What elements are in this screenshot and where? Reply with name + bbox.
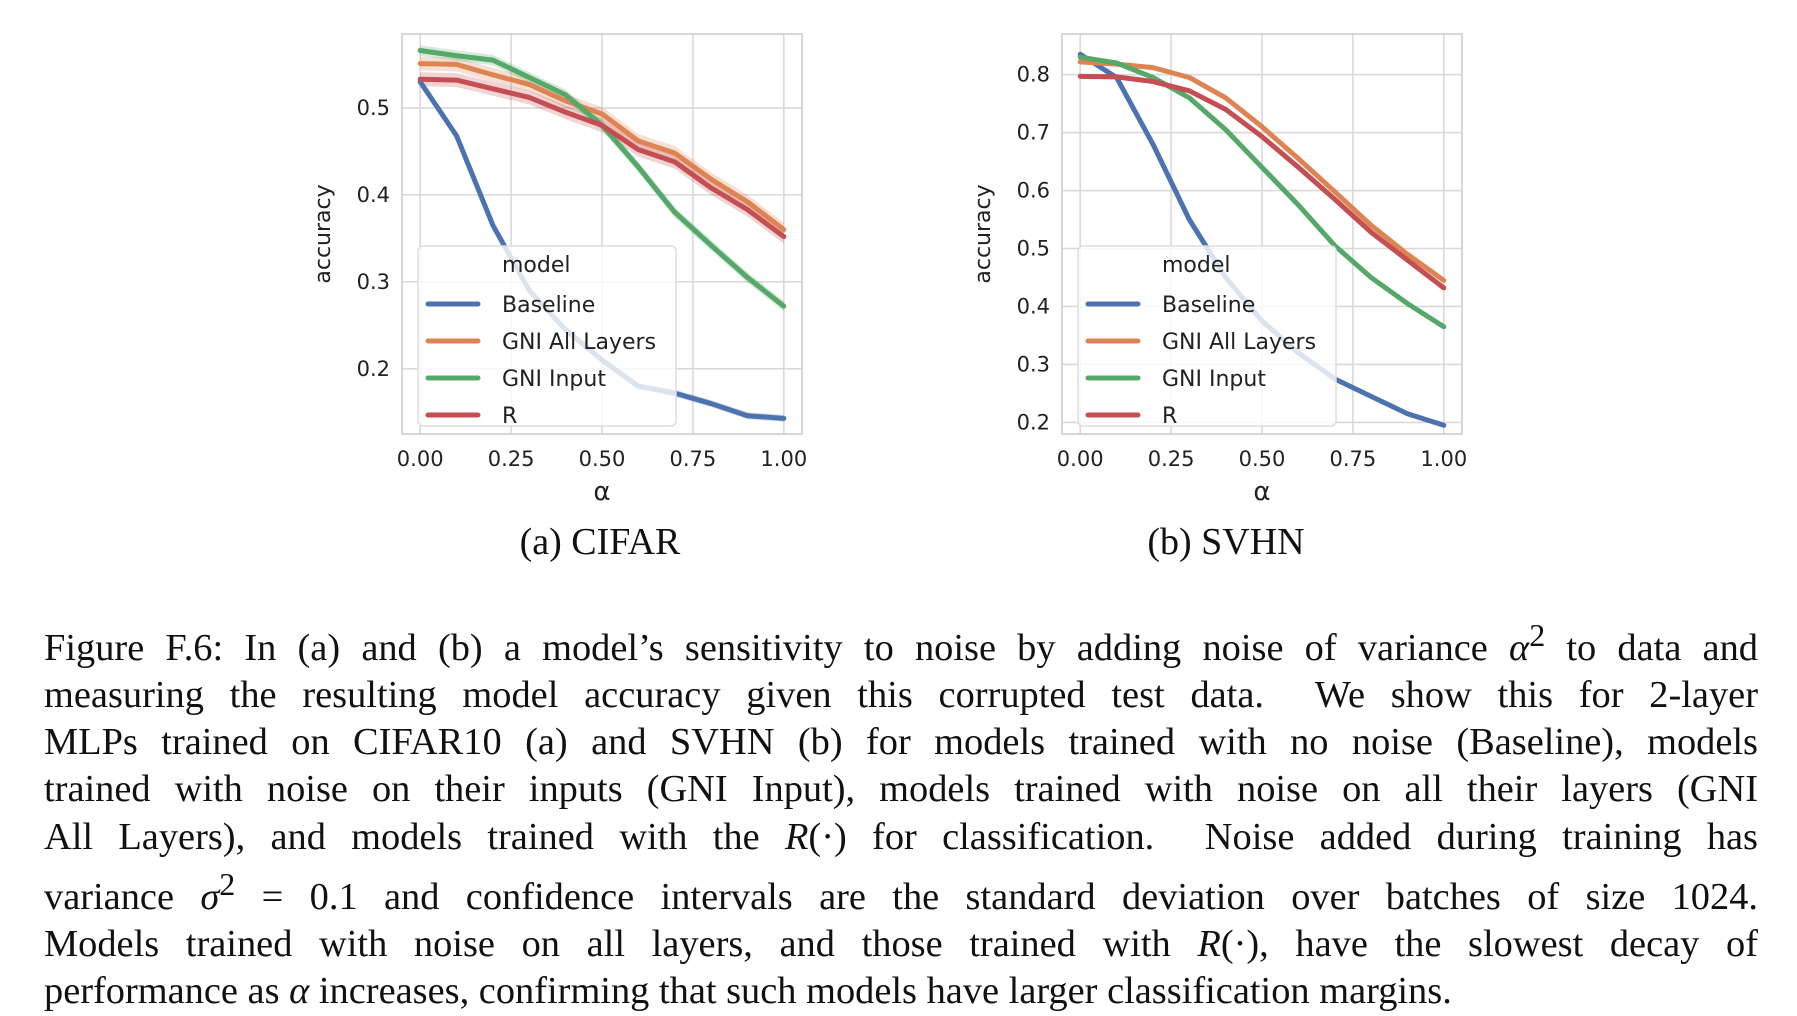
- caption-math-alpha: α: [1509, 626, 1530, 669]
- caption-text: Figure F.6: In (a) and (b) a model’s sen…: [44, 626, 1510, 669]
- legend-label: GNI All Layers: [1162, 330, 1316, 355]
- plot-frame: [401, 33, 803, 435]
- x-tick-label: 0.50: [1239, 447, 1286, 471]
- subcaption-cifar: (a) CIFAR: [519, 521, 681, 563]
- caption-math-r: R: [784, 815, 809, 858]
- y-tick-label: 0.8: [1017, 63, 1050, 87]
- chart-panel-svhn: 0.00 0.25 0.50 0.75 1.00 0.2 0.3 0.4 0.5 0.6 0.7 0.…: [950, 0, 1510, 560]
- caption-line: trained with noise on their inputs (GNI …: [44, 766, 1758, 813]
- y-tick-label: 0.7: [1017, 121, 1050, 145]
- caption-line: Figure F.6: In (a) and (b) a model’s sen…: [44, 612, 1758, 672]
- x-tick-label: 0.00: [397, 447, 444, 471]
- caption-line: measuring the resulting model accuracy g…: [44, 672, 1758, 719]
- caption-text: Models trained with noise on all layers,…: [44, 922, 1198, 965]
- x-tick-label: 0.00: [1057, 447, 1104, 471]
- y-tick-label: 0.2: [357, 357, 390, 381]
- series-line: [1077, 59, 1447, 283]
- legend-label: Baseline: [1162, 293, 1255, 318]
- legend-label: GNI Input: [1162, 367, 1266, 392]
- legend-title: model: [502, 253, 571, 278]
- y-tick-label: 0.5: [357, 96, 390, 120]
- x-axis-label: α: [1253, 477, 1270, 507]
- caption-text: variance: [44, 875, 201, 918]
- caption-superscript: 2: [219, 865, 236, 902]
- x-tick-label: 0.50: [579, 447, 626, 471]
- caption-line: MLPs trained on CIFAR10 (a) and SVHN (b)…: [44, 719, 1758, 766]
- x-tick-label: 0.75: [1330, 447, 1377, 471]
- series-line: [417, 61, 787, 233]
- caption-text: All Layers), and models trained with the: [44, 815, 785, 858]
- legend-box: [1077, 245, 1337, 427]
- caption-text: (·) for classification. Noise added duri…: [808, 815, 1758, 858]
- y-tick-label: 0.4: [357, 183, 390, 207]
- caption-line: performance as α increases, confirming t…: [44, 968, 1758, 1015]
- series-line: [1077, 54, 1447, 330]
- y-tick-label: 0.4: [1017, 294, 1050, 318]
- caption-math-alpha: α: [289, 970, 310, 1013]
- legend-label: R: [1162, 404, 1177, 429]
- caption-text: = 0.1 and confidence intervals are the s…: [235, 875, 1758, 918]
- y-tick-label: 0.6: [1017, 179, 1050, 203]
- y-tick-label: 0.5: [1017, 236, 1050, 260]
- figure-caption: Figure F.6: In (a) and (b) a model’s sen…: [44, 612, 1758, 1015]
- legend-label: GNI All Layers: [502, 330, 656, 355]
- x-tick-label: 0.25: [488, 447, 535, 471]
- legend-box: [417, 245, 677, 427]
- plot-frame: [1061, 33, 1463, 435]
- x-tick-label: 1.00: [1420, 447, 1467, 471]
- series-line: [417, 76, 787, 240]
- caption-text: increases, confirming that such models h…: [309, 970, 1452, 1013]
- legend-label: R: [502, 404, 517, 429]
- caption-text: performance as: [44, 970, 290, 1013]
- caption-line: All Layers), and models trained with the…: [44, 814, 1758, 861]
- legend-title: model: [1162, 253, 1231, 278]
- x-tick-label: 1.00: [760, 447, 807, 471]
- caption-text: to data and: [1545, 626, 1758, 669]
- caption-text: measuring the resulting model accuracy g…: [44, 674, 1758, 716]
- y-axis-label: accuracy: [311, 184, 336, 283]
- x-tick-label: 0.75: [670, 447, 717, 471]
- chart-cifar: 0.00 0.25 0.50 0.75 1.00 0.2 0.3 0.4 0.5 α accurac…: [311, 33, 807, 507]
- chart-svhn: 0.00 0.25 0.50 0.75 1.00 0.2 0.3 0.4 0.5 0.6 0.7 0.…: [971, 33, 1467, 507]
- y-tick-label: 0.3: [357, 270, 390, 294]
- legend-label: GNI Input: [502, 367, 606, 392]
- caption-text: trained with noise on their inputs (GNI …: [44, 768, 1758, 811]
- y-tick-label: 0.2: [1017, 410, 1050, 434]
- caption-line: variance σ2 = 0.1 and confidence interva…: [44, 861, 1758, 921]
- chart-panel-cifar: 0.00 0.25 0.50 0.75 1.00 0.2 0.3 0.4 0.5 α accurac…: [290, 0, 850, 560]
- series-line: [1077, 73, 1447, 291]
- caption-math-r: R: [1197, 922, 1221, 965]
- caption-line: Models trained with noise on all layers,…: [44, 921, 1758, 968]
- caption-superscript: 2: [1529, 617, 1546, 653]
- legend-label: Baseline: [502, 293, 595, 318]
- y-axis-label: accuracy: [971, 184, 996, 283]
- caption-text: MLPs trained on CIFAR10 (a) and SVHN (b)…: [44, 721, 1758, 764]
- y-tick-label: 0.3: [1017, 352, 1050, 376]
- x-tick-label: 0.25: [1148, 447, 1195, 471]
- caption-math-sigma: σ: [200, 875, 220, 918]
- subcaption-svhn: (b) SVHN: [1147, 521, 1305, 563]
- caption-text: (·), have the slowest decay of: [1220, 922, 1758, 965]
- x-axis-label: α: [593, 477, 610, 507]
